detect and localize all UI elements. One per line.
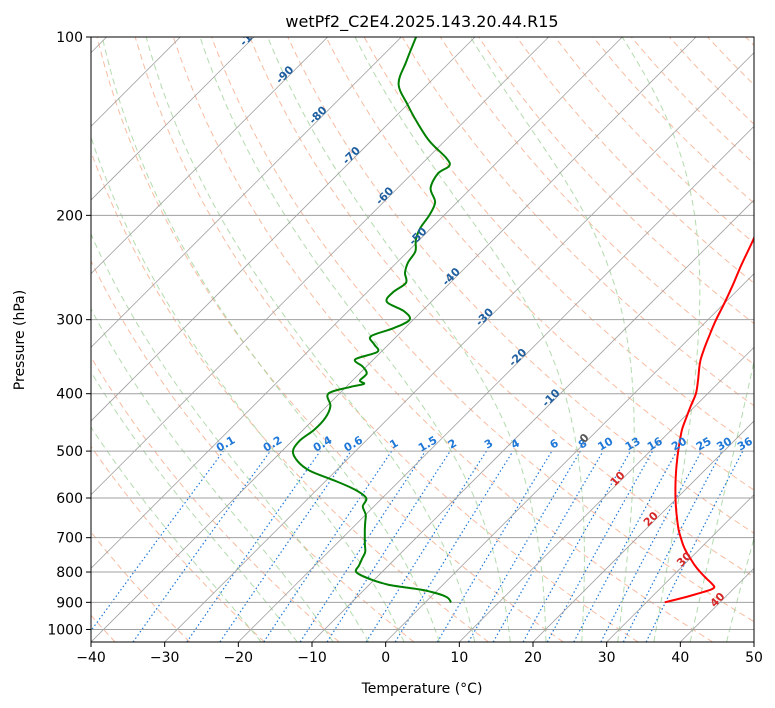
dry-adiabats	[91, 37, 754, 642]
isotherm-line	[238, 125, 754, 642]
x-tick-label: −10	[297, 650, 327, 666]
dry-adiabat	[211, 37, 754, 623]
x-tick-label: 30	[598, 650, 616, 666]
isotherm-gridlines	[91, 37, 754, 642]
moist-adiabat	[145, 37, 476, 642]
isotherm-line	[91, 37, 476, 422]
dry-adiabat	[172, 37, 713, 642]
y-tick-label: 100	[56, 30, 83, 46]
moist-adiabat	[199, 37, 511, 642]
plot-frame	[90, 36, 755, 643]
moist-adiabat	[354, 37, 585, 642]
x-tick-label: −30	[150, 650, 180, 666]
plot-area: 0.10.20.40.611.52346810131620253036-100-…	[91, 20, 755, 642]
y-tick-label: 1000	[47, 622, 83, 638]
mixing-ratio-label: 36	[735, 434, 755, 453]
isotherm-line	[606, 494, 754, 642]
y-tick-label: 600	[56, 491, 83, 507]
y-tick-label: 400	[56, 387, 83, 403]
mixing-ratio-line	[546, 450, 654, 642]
chart-title: wetPf2_C2E4.2025.143.20.44.R15	[285, 12, 558, 32]
x-tick-label: 40	[671, 650, 689, 666]
isobar-gridlines	[91, 37, 754, 630]
y-tick-label: 200	[56, 208, 83, 224]
isotherm-line	[164, 52, 754, 642]
x-tick-label: 10	[450, 650, 468, 666]
mixing-ratio-line	[186, 450, 321, 642]
moist-adiabat	[101, 37, 440, 642]
isotherm-line	[532, 420, 754, 642]
y-tick-label: 700	[56, 531, 83, 547]
dry-adiabat	[325, 37, 754, 491]
dry-adiabat	[249, 37, 754, 578]
isotherm-line	[91, 37, 549, 496]
moist-adiabat	[91, 308, 334, 642]
isotherm-line	[385, 273, 754, 642]
mixing-ratio-line	[326, 450, 451, 642]
moist-adiabats	[91, 37, 754, 642]
moist-adiabat	[267, 37, 547, 642]
dry-adiabat	[516, 37, 754, 284]
isotherm-label: -100	[237, 20, 266, 49]
moist-adiabat	[91, 232, 370, 642]
dry-adiabat	[134, 37, 639, 642]
y-axis-label: Pressure (hPa)	[12, 290, 28, 390]
isotherm-line	[91, 37, 255, 201]
moist-adiabat	[91, 135, 405, 642]
isotherm-line	[91, 37, 328, 275]
y-tick-label: 500	[56, 444, 83, 460]
mixing-ratio-line	[394, 450, 514, 642]
x-tick-label: −40	[76, 650, 106, 666]
mixing-ratio-line	[645, 450, 744, 642]
mixing-ratio-line	[522, 450, 632, 642]
mixing-ratio-line	[91, 450, 224, 632]
y-tick-label: 900	[56, 595, 83, 611]
mixing-ratio-line	[573, 450, 678, 642]
isotherm-line	[311, 199, 754, 642]
temperature-profile-line	[664, 235, 754, 604]
x-axis-label: Temperature (°C)	[361, 681, 483, 697]
x-tick-label: −20	[224, 650, 254, 666]
mixing-ratio-line	[299, 450, 426, 642]
mixing-ratio-line	[219, 450, 352, 642]
moist-adiabat	[726, 536, 754, 642]
x-tick-label: 50	[745, 650, 763, 666]
dry-adiabat	[96, 37, 564, 642]
moist-adiabat	[91, 426, 262, 642]
moist-adiabat	[91, 370, 298, 642]
y-tick-label: 300	[56, 313, 83, 329]
isotherm-line	[91, 37, 697, 642]
moist-adiabat	[689, 358, 754, 642]
mixing-ratio-lines	[91, 450, 744, 642]
dry-adiabat	[91, 259, 415, 642]
x-tick-label: 0	[381, 650, 390, 666]
dry-adiabat	[287, 37, 754, 534]
isotherm-line	[91, 37, 402, 348]
mixing-ratio-line	[132, 450, 271, 642]
dry-adiabat	[91, 356, 340, 642]
x-axis: −40 −30 −20 −10 0 10 20 30 40 50	[76, 642, 763, 666]
isotherm-line	[91, 37, 623, 569]
y-tick-label: 800	[56, 565, 83, 581]
dewpoint-profile-line	[291, 37, 452, 604]
isotherm-line	[459, 346, 754, 642]
series-layer	[291, 37, 754, 604]
dry-adiabat	[91, 445, 265, 642]
y-axis: 100 200 300 400 500 600 700 800 900 1000	[47, 30, 91, 638]
x-tick-label: 20	[524, 650, 542, 666]
moist-adiabat	[621, 37, 701, 642]
